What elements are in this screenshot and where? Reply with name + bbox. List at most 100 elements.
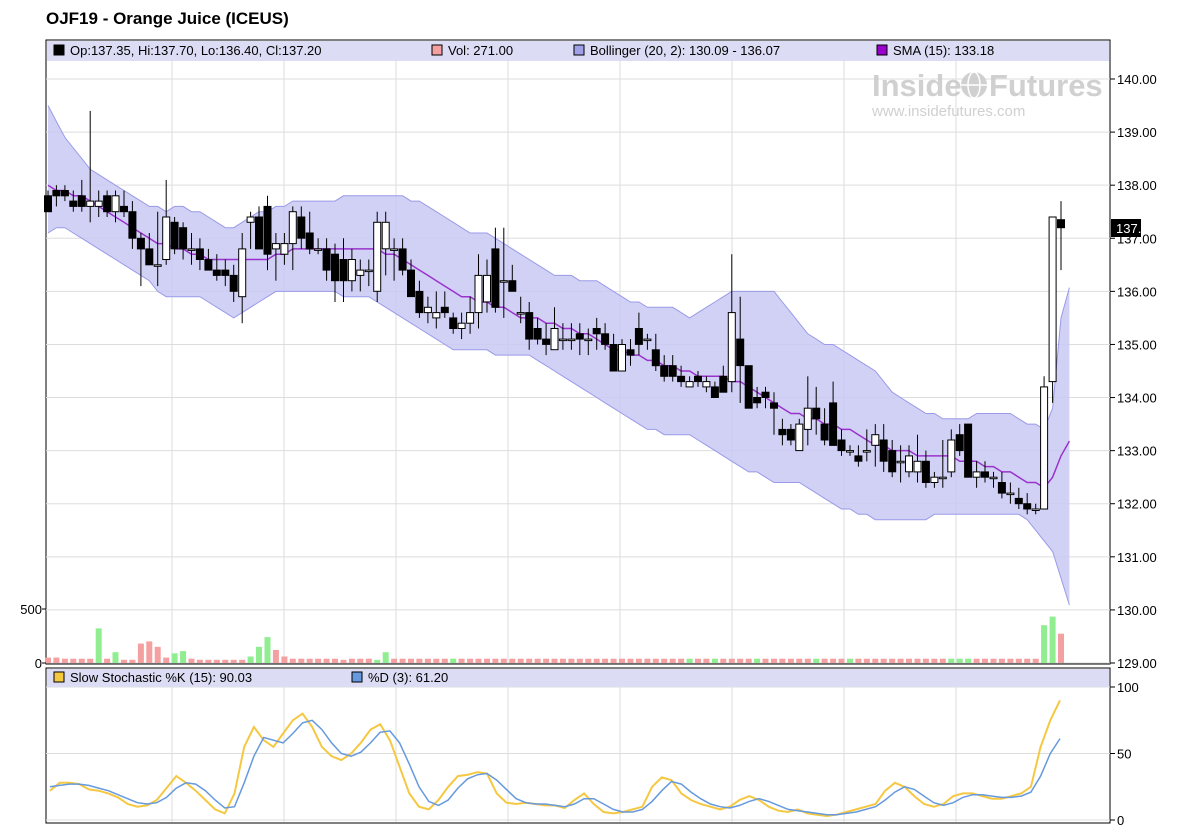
candle-body [989,476,998,480]
price-tick-label: 131.00 [1117,550,1157,565]
volume-bar [391,658,398,663]
volume-bar [492,658,499,663]
volume-bar [53,657,60,663]
candle-body [930,476,939,484]
candle-body [626,349,635,356]
candle-body [972,471,981,478]
stoch-k-swatch [53,671,65,683]
volume-bar [180,651,187,663]
volume-bar [213,659,220,663]
sma-swatch [876,44,888,56]
vol-swatch [431,44,443,56]
volume-bar [298,658,305,663]
candle-body [103,195,112,213]
volume-bar [399,658,406,663]
volume-bar [450,658,457,663]
last-price-label: 137.20 [1116,221,1156,236]
candle-body [660,365,669,377]
volume-bar [365,658,372,663]
bollinger-lower-line [47,227,1070,606]
volume-bar [526,658,533,663]
volume-bar [348,658,355,663]
candle-body [677,375,686,383]
volume-bar [121,659,127,663]
volume-bar [332,658,338,663]
volume-bar [906,658,912,663]
candle-body [896,460,905,464]
candle-body [263,205,272,255]
candle-body [297,216,306,239]
volume-bar [813,658,820,663]
candle-body [761,391,770,399]
volume-bar [779,658,786,663]
candle-body [86,200,95,207]
volume-bar [484,658,490,663]
candle-body [1031,508,1040,511]
candle-body [187,248,196,251]
candle-body [356,269,365,276]
candlesticks [44,110,1065,515]
candle-body [52,190,61,197]
stochastic-panel: Slow Stochastic %K (15): 90.03 %D (3): 6… [45,667,1139,827]
candle-body [812,407,821,420]
candle-body [981,471,989,478]
candle-body [997,482,1006,494]
volume-bar [534,658,541,663]
volume-bar [931,658,938,663]
candle-body [432,312,441,319]
legend-stoch-d: %D (3): 61.20 [368,670,448,685]
candle-body [744,365,753,409]
candle-body [457,322,466,330]
legend-bollinger: Bollinger (20, 2): 130.09 - 136.07 [590,43,780,58]
volume-bar [847,658,853,663]
candle-body [238,248,247,298]
candle-body [347,259,356,282]
stoch-tick-label: 0 [1117,813,1124,827]
candle-body [592,328,601,335]
volume-bar [771,658,777,663]
candle-body [229,274,238,292]
candle-body [407,269,415,298]
candle-body [449,317,458,329]
candle-body [204,259,213,271]
volume-bar [146,641,153,663]
volume-bar [956,658,963,663]
candle-body [288,211,297,245]
volume-bar [585,658,592,663]
volume-bar [424,658,431,663]
volume-bar [188,658,195,663]
volume-bar [374,659,381,663]
candle-body [778,428,787,436]
candle-body [221,269,230,276]
volume-bar [281,656,288,663]
candle-body [94,200,103,207]
candle-body [331,253,339,282]
candle-body [964,423,973,478]
volume-bar [568,658,575,663]
candle-body [609,344,618,372]
bollinger-upper-line [47,105,1070,431]
candle-body [862,450,871,453]
candle-body [111,195,120,213]
volume-bar [728,658,735,663]
watermark-logo: Inside Futures www.insidefutures.com [871,68,1103,120]
candle-body [145,248,154,266]
candle-body [879,439,888,462]
volume-bar [821,658,828,663]
candle-body [499,280,508,283]
price-tick-label: 130.00 [1117,603,1157,618]
stoch-tick-label: 100 [1117,680,1139,695]
volume-bar [678,658,685,663]
volume-bar [205,659,212,663]
price-tick-label: 140.00 [1117,72,1157,87]
candle-body [694,375,702,383]
candle-body [770,402,778,409]
candle-body [719,375,728,393]
candle-body [955,434,964,452]
candle-body [846,450,854,453]
candle-body [634,328,643,345]
price-tick-label: 136.00 [1117,284,1157,299]
volume-bar [154,646,161,663]
candle-body [533,328,542,340]
candle-body [618,344,626,372]
